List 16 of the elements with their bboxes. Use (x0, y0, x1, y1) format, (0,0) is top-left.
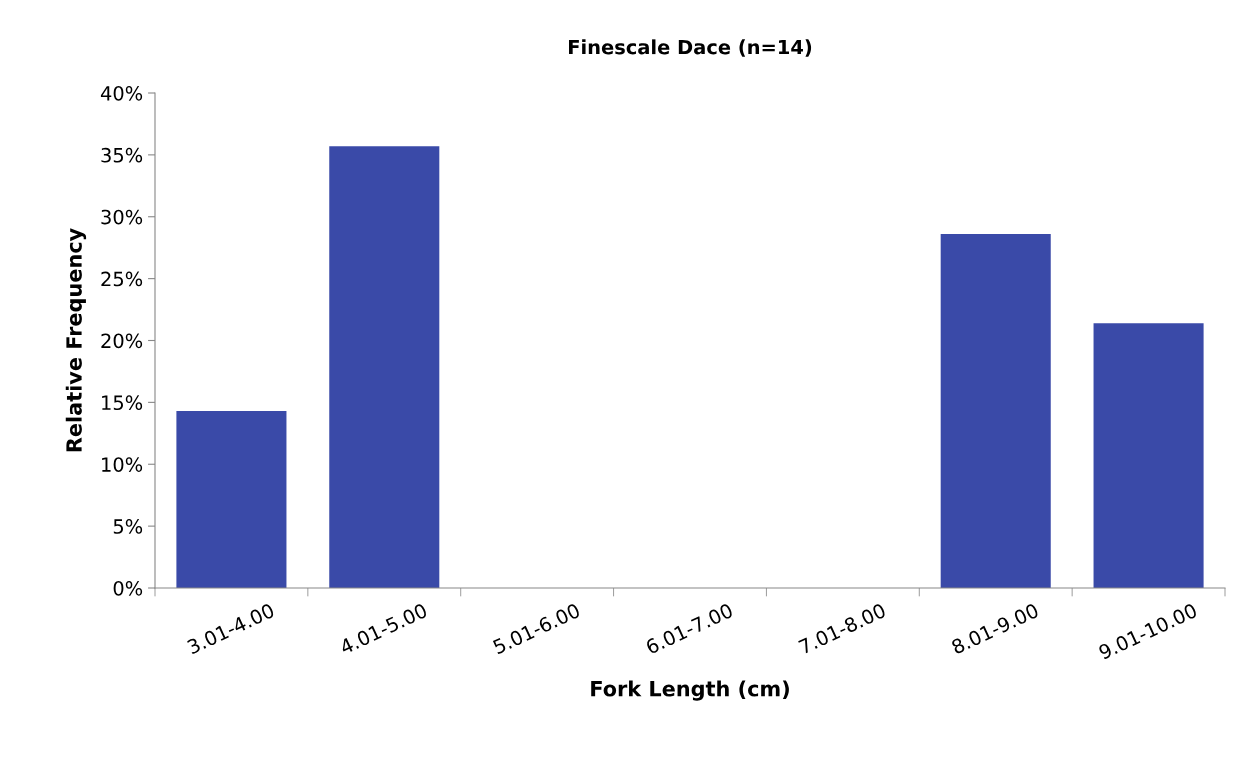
y-tick-label: 35% (101, 147, 143, 163)
bar (940, 234, 1051, 588)
y-tick-label: 20% (101, 333, 143, 349)
chart-title: Finescale Dace (n=14) (569, 39, 812, 57)
y-tick-label: 10% (102, 457, 143, 472)
y-tick-label: 30% (101, 209, 143, 225)
bar (176, 411, 287, 588)
bar (1093, 323, 1204, 588)
y-tick-label: 5% (113, 519, 143, 534)
bar (329, 146, 440, 588)
y-tick-label: 0% (113, 580, 143, 596)
x-axis-title: Fork Length (cm) (591, 680, 789, 701)
y-axis-title: Relative Frequency (65, 228, 87, 452)
y-tick-label: 40% (100, 85, 143, 101)
y-tick-label: 15% (102, 395, 143, 411)
y-tick-label: 25% (101, 271, 143, 287)
